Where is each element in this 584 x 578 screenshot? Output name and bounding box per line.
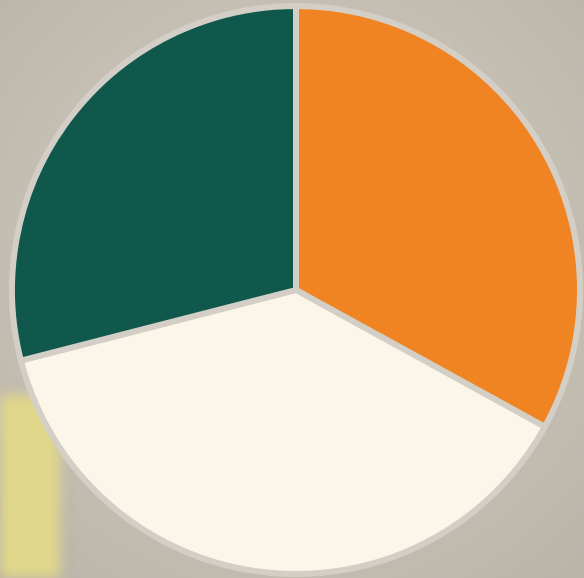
page: (() => { const data = JSON.parse(documen…	[0, 0, 584, 578]
chart	[0, 0, 584, 578]
